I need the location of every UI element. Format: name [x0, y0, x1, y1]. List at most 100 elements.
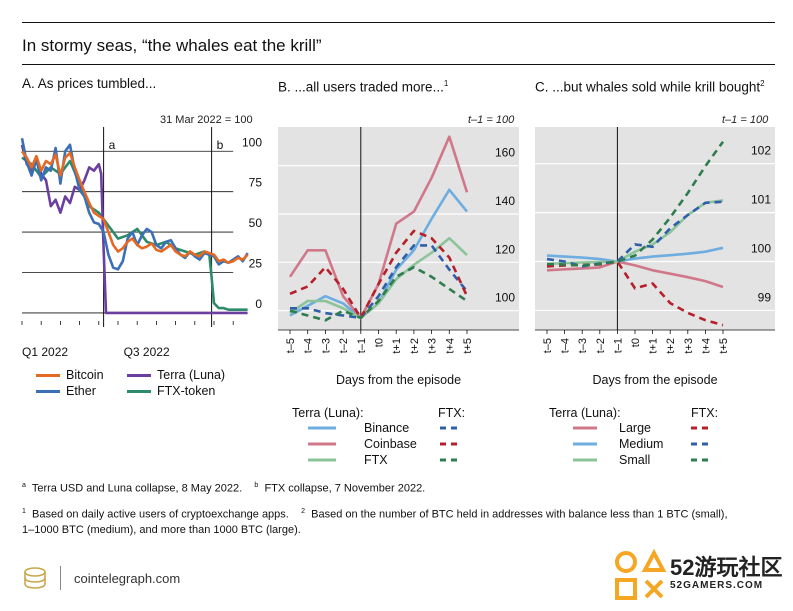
panel-a-title: A. As prices tumbled... [22, 76, 157, 91]
panel-c-x-tick-label: t–5 [542, 338, 554, 353]
panel-b-footnote-mark: 1 [443, 79, 449, 88]
panel-c-plot-bg [535, 127, 775, 330]
panel-b-ftx-terra-line [289, 236, 468, 320]
panel-b-x-tick-label: t+2 [409, 338, 421, 354]
ether-swatch [36, 390, 60, 394]
panel-b-x-tick-label: t–2 [338, 338, 350, 353]
panel-a-y-tick: 75 [249, 176, 263, 190]
panel-b-x-tick-label: t+3 [427, 338, 439, 354]
panel-b-binance-ftx-line [290, 244, 469, 320]
panel-b-x-tick-label: t+4 [444, 338, 456, 354]
legend-a-ftx-token-label: FTX-token [157, 384, 216, 398]
panel-a-event-label: b [217, 138, 224, 152]
page-title: In stormy seas, “the whales eat the kril… [22, 36, 322, 55]
legend-c-swatches [573, 426, 713, 462]
panel-b-x-tick-label: t–5 [285, 338, 297, 353]
footnote-b-mark: b [254, 482, 259, 489]
panel-c-small-ftx-line [546, 140, 725, 267]
watermark: 52游玩社区 52GAMERS.COM [612, 548, 784, 606]
footnote-b-text: FTX collapse, 7 November 2022. [264, 482, 426, 495]
footnote-a-text: Terra USD and Luna collapse, 8 May 2022. [31, 482, 243, 495]
legend-a-bitcoin-label: Bitcoin [66, 368, 104, 382]
coin-stack-icon [24, 567, 46, 589]
legend-a-ether: Ether [36, 383, 104, 399]
panel-a-event-label: a [109, 138, 116, 152]
panel-c-x-tick-label: t–4 [560, 338, 572, 353]
panel-b-x-tick-label: t+5 [462, 338, 474, 354]
top-rule [22, 22, 775, 23]
legend-c-left-head: Terra (Luna): [549, 406, 621, 420]
panel-c-title: C. ...but whales sold while krill bought… [535, 79, 765, 95]
legend-a-terra-label: Terra (Luna) [157, 368, 226, 382]
footnote-sources: 1 Based on daily active users of cryptoe… [22, 504, 782, 538]
footnote-a-mark: a [22, 482, 26, 489]
panel-a-x-label: Q3 2022 [124, 345, 170, 359]
panel-c-medium-terra-line [546, 246, 724, 263]
panel-c-note: t–1 = 100 [722, 114, 769, 126]
panel-b-x-tick-label: t–4 [303, 338, 315, 353]
panel-c-x-tick-label: t0 [630, 338, 642, 347]
legend-b-right-head: FTX: [438, 406, 466, 420]
panel-a-y-tick: 0 [255, 297, 262, 311]
panel-a-y-tick: 25 [249, 257, 263, 271]
panel-c-footnote-mark: 2 [760, 79, 765, 88]
legend-a-ether-label: Ether [66, 384, 96, 398]
footnote-events: a Terra USD and Luna collapse, 8 May 202… [22, 478, 425, 497]
legend-a: Bitcoin Ether [36, 367, 104, 399]
panel-b-y-tick: 140 [495, 194, 515, 208]
bitcoin-line [20, 150, 249, 265]
panel-b-note: t–1 = 100 [468, 114, 515, 126]
watermark-small: 52GAMERS.COM [670, 580, 764, 591]
brand-site[interactable]: cointelegraph.com [74, 571, 181, 586]
panel-c-large-terra-line [546, 260, 724, 289]
footnote-1-text: Based on daily active users of cryptoexc… [32, 508, 289, 521]
brand-divider [60, 566, 61, 590]
legend-a-right: Terra (Luna) FTX-token [127, 367, 225, 399]
panel-b-ftx-ftx-line [289, 265, 468, 322]
panel-b-x-tick-label: t+1 [391, 338, 403, 354]
panel-c-y-tick: 99 [758, 290, 772, 304]
legend-a-terra: Terra (Luna) [127, 367, 225, 383]
panel-b-title: B. ...all users traded more...1 [278, 79, 449, 95]
panel-b-coinbase-ftx-line [289, 229, 469, 320]
legend-b-r2: Coinbase [364, 437, 417, 451]
legend-b-r1: Binance [364, 421, 410, 435]
panel-c-x-tick-label: t+2 [665, 338, 677, 354]
panel-b-y-tick: 160 [495, 146, 515, 160]
panel-c-x-tick-label: t+4 [700, 338, 712, 354]
ftx-token-swatch [127, 390, 151, 394]
panel-c-y-tick: 100 [751, 242, 771, 256]
panel-c-y-tick: 101 [751, 193, 771, 207]
panel-b-x-title: Days from the episode [336, 373, 461, 387]
panel-a-y-tick: 50 [249, 216, 263, 230]
panel-a-y-tick: 100 [242, 135, 262, 149]
panel-b-x-tick-label: t–3 [320, 338, 332, 353]
legend-c-r3: Small [619, 453, 651, 467]
panel-c-x-tick-label: t–2 [595, 338, 607, 353]
panel-b-x-tick-label: t0 [374, 338, 386, 347]
legend-a-ftx-token: FTX-token [127, 383, 225, 399]
panel-c-x-tick-label: t+5 [718, 338, 730, 354]
title-rule [22, 64, 775, 65]
legend-c-right-head: FTX: [691, 406, 719, 420]
panel-c-x-title: Days from the episode [592, 373, 717, 387]
panel-c-y-tick: 102 [751, 144, 771, 158]
legend-c-r2: Medium [619, 437, 664, 451]
panel-c-x-tick-label: t+3 [683, 338, 695, 354]
legend-c: Terra (Luna): FTX: Large Medium Small [549, 406, 739, 470]
gamepad-symbols-icon [615, 548, 667, 600]
legend-b-swatches [308, 426, 462, 462]
ether-line [20, 138, 249, 271]
panel-c-x-tick-label: t–1 [612, 338, 624, 353]
panel-c-x-tick-label: t–3 [577, 338, 589, 353]
footnote-1-mark: 1 [22, 508, 26, 515]
footnote-2-mark: 2 [301, 508, 305, 515]
bitcoin-swatch [36, 374, 60, 378]
footnote-2-text-1: Based on the number of BTC held in addre… [311, 508, 728, 521]
watermark-big: 52游玩社区 [670, 555, 783, 580]
panel-b-y-tick: 120 [495, 242, 515, 256]
footnote-2-text-2: 1–1000 BTC (medium), and more than 1000 … [22, 523, 301, 536]
legend-b-left-head: Terra (Luna): [292, 406, 364, 420]
panel-a-x-label: Q1 2022 [22, 345, 68, 359]
